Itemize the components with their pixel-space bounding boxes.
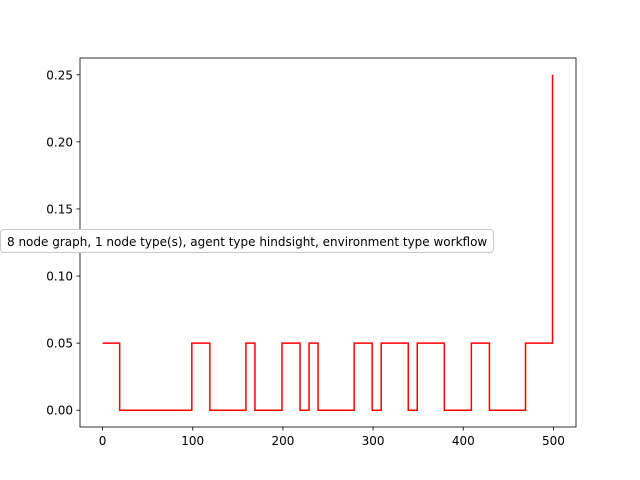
x-tick-label: 0 — [99, 434, 107, 448]
x-axis: 0 100 200 300 400 500 — [99, 427, 565, 448]
x-tick-label: 100 — [181, 434, 204, 448]
y-tick-label: 0.05 — [46, 337, 73, 351]
y-axis: 0.00 0.05 0.10 0.15 0.20 0.25 — [46, 68, 80, 418]
y-tick-label: 0.20 — [46, 135, 73, 149]
y-tick-label: 0.15 — [46, 202, 73, 216]
chart-annotation: 8 node graph, 1 node type(s), agent type… — [0, 229, 495, 253]
y-tick-label: 0.25 — [46, 68, 73, 82]
x-tick-label: 500 — [542, 434, 565, 448]
y-tick-label: 0.00 — [46, 404, 73, 418]
x-tick-label: 400 — [452, 434, 475, 448]
series-line — [102, 74, 554, 411]
y-tick-label: 0.10 — [46, 270, 73, 284]
x-tick-label: 300 — [362, 434, 385, 448]
x-tick-label: 200 — [271, 434, 294, 448]
